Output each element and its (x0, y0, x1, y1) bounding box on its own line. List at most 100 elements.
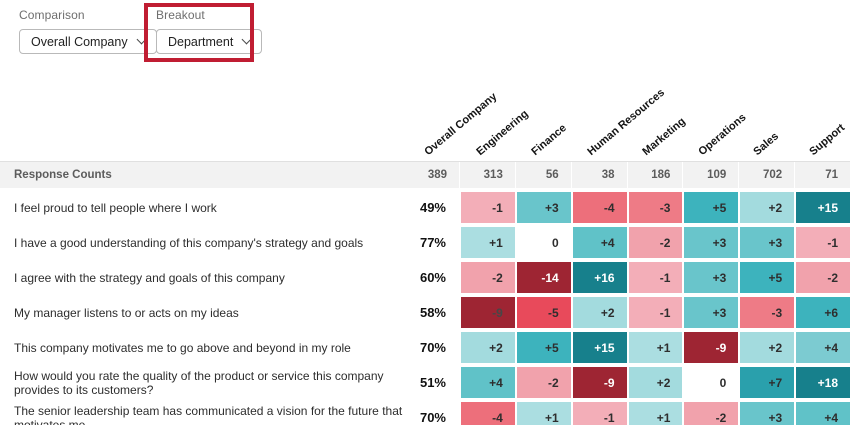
heatmap-rows: I feel proud to tell people where I work… (0, 192, 850, 425)
heatmap-cell-finance: +1 (516, 402, 571, 425)
heatmap-cell-finance: -14 (516, 262, 571, 293)
heatmap-cell-finance: 0 (516, 227, 571, 258)
heatmap-row: I feel proud to tell people where I work… (0, 192, 850, 223)
overall-score: 77% (419, 235, 446, 250)
heatmap-cell-support: -1 (796, 227, 850, 258)
response-counts-row: Response Counts 389 313 56 38 186 109 702 71 (0, 161, 850, 188)
response-counts-label: Response Counts (14, 169, 112, 181)
heatmap-cell-human-resources: +2 (572, 297, 627, 328)
heatmap-cell-support: +6 (796, 297, 850, 328)
response-counts-label-cell: Response Counts 389 (0, 162, 459, 188)
heatmap-cell-human-resources: +15 (572, 332, 627, 363)
response-count-overall: 389 (427, 169, 447, 181)
heatmap-cell-marketing: -2 (628, 227, 683, 258)
comparison-label: Comparison (19, 8, 85, 22)
heatmap-cell-finance: +3 (516, 192, 571, 223)
heatmap-cell-support: +15 (796, 192, 850, 223)
heatmap-cell-engineering: -9 (461, 297, 515, 328)
comparison-control: Comparison Overall Company (19, 8, 157, 54)
response-count-support: 71 (795, 162, 850, 188)
heatmap-cell-operations: +3 (684, 297, 739, 328)
response-count-sales: 702 (739, 162, 795, 188)
heatmap-cell-sales: +5 (740, 262, 795, 293)
heatmap-cell-engineering: -2 (461, 262, 515, 293)
breakout-control: Breakout Department (156, 8, 263, 54)
heatmap-row: I have a good understanding of this comp… (0, 227, 850, 258)
heatmap-cell-human-resources: +4 (572, 227, 627, 258)
column-header-operations: Operations (696, 111, 749, 158)
column-header-sales: Sales (751, 130, 782, 158)
heatmap-cell-marketing: +2 (628, 367, 683, 398)
question-label-cell: The senior leadership team has communica… (0, 402, 459, 425)
heatmap-cell-finance: -2 (516, 367, 571, 398)
response-count-finance: 56 (515, 162, 571, 188)
heatmap-cell-operations: +3 (684, 227, 739, 258)
heatmap-cell-support: +4 (796, 402, 850, 425)
question-label-cell: I have a good understanding of this comp… (0, 227, 459, 258)
comparison-dropdown-value: Overall Company (31, 34, 128, 49)
question-text: I agree with the strategy and goals of t… (14, 270, 285, 285)
response-count-engineering: 313 (460, 162, 515, 188)
heatmap-cell-engineering: +1 (461, 227, 515, 258)
question-text: This company motivates me to go above an… (14, 340, 351, 355)
heatmap-cell-operations: +5 (684, 192, 739, 223)
response-count-human-resources: 38 (571, 162, 627, 188)
question-label-cell: This company motivates me to go above an… (0, 332, 459, 363)
heatmap-cell-support: +4 (796, 332, 850, 363)
heatmap-cell-operations: -9 (684, 332, 739, 363)
heatmap-cell-finance: +5 (516, 332, 571, 363)
heatmap-cell-operations: +3 (684, 262, 739, 293)
heatmap-cell-support: -2 (796, 262, 850, 293)
breakout-dropdown[interactable]: Department (156, 29, 263, 54)
heatmap-cell-finance: -5 (516, 297, 571, 328)
column-headers: Overall Company Engineering Finance Human R… (0, 75, 850, 161)
question-label-cell: My manager listens to or acts on my idea… (0, 297, 459, 328)
overall-score: 70% (419, 410, 446, 425)
question-label-cell: I agree with the strategy and goals of t… (0, 262, 459, 293)
response-count-operations: 109 (683, 162, 739, 188)
column-header-finance: Finance (529, 122, 569, 158)
column-header-engineering: Engineering (474, 107, 531, 158)
heatmap-cell-human-resources: +16 (572, 262, 627, 293)
overall-score: 70% (419, 340, 446, 355)
heatmap-cell-sales: +2 (740, 332, 795, 363)
heatmap-cell-sales: +3 (740, 227, 795, 258)
heatmap-cell-human-resources: -1 (572, 402, 627, 425)
heatmap-row: This company motivates me to go above an… (0, 332, 850, 363)
question-text: I have a good understanding of this comp… (14, 235, 364, 250)
heatmap-cell-marketing: +1 (628, 332, 683, 363)
chevron-down-icon (136, 34, 147, 45)
overall-score: 60% (419, 270, 446, 285)
breakout-dropdown-value: Department (168, 34, 234, 49)
heatmap-cell-engineering: -1 (461, 192, 515, 223)
question-text: How would you rate the quality of the pr… (14, 368, 384, 397)
heatmap-row: I agree with the strategy and goals of t… (0, 262, 850, 293)
heatmap-row: The senior leadership team has communica… (0, 402, 850, 425)
heatmap-cell-marketing: -1 (628, 262, 683, 293)
heatmap-cell-operations: -2 (684, 402, 739, 425)
overall-score: 51% (419, 375, 446, 390)
question-label-cell: I feel proud to tell people where I work… (0, 192, 459, 223)
heatmap-cell-marketing: -3 (628, 192, 683, 223)
heatmap-cell-marketing: +1 (628, 402, 683, 425)
heatmap-cell-sales: +3 (740, 402, 795, 425)
overall-score: 58% (419, 305, 446, 320)
heatmap-cell-operations: 0 (684, 367, 739, 398)
column-header-marketing: Marketing (640, 115, 688, 158)
comparison-heatmap-widget: Overall Company Engineering Finance Human R… (0, 75, 850, 425)
heatmap-cell-human-resources: -4 (572, 192, 627, 223)
heatmap-cell-engineering: -4 (461, 402, 515, 425)
filter-controls: Comparison Overall Company Breakout Depa… (0, 0, 850, 72)
heatmap-cell-sales: -3 (740, 297, 795, 328)
breakout-label: Breakout (156, 8, 205, 22)
response-count-marketing: 186 (627, 162, 683, 188)
question-text: I feel proud to tell people where I work (14, 200, 217, 215)
comparison-dropdown[interactable]: Overall Company (19, 29, 157, 54)
overall-score: 49% (419, 200, 446, 215)
heatmap-cell-marketing: -1 (628, 297, 683, 328)
heatmap-row: My manager listens to or acts on my idea… (0, 297, 850, 328)
column-header-support: Support (807, 121, 848, 158)
question-label-cell: How would you rate the quality of the pr… (0, 367, 459, 398)
heatmap-cell-sales: +7 (740, 367, 795, 398)
